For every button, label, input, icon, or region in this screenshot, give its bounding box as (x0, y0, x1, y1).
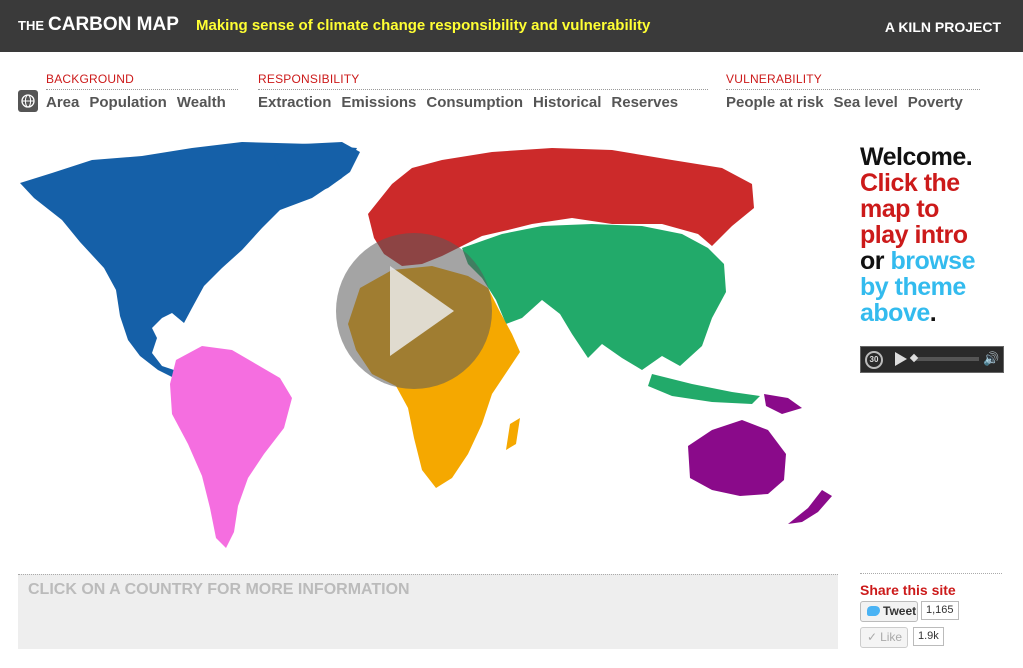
like-label: Like (880, 630, 903, 644)
region-se-asia-islands[interactable] (648, 374, 760, 404)
region-new-zealand[interactable] (788, 490, 832, 524)
browse-link[interactable]: browse (890, 247, 975, 275)
nav-item-people-at-risk[interactable]: People at risk (726, 94, 824, 111)
tweet-label: Tweet (883, 604, 917, 618)
nav-group-title: RESPONSIBILITY (258, 72, 360, 86)
nav-group-title: BACKGROUND (46, 72, 135, 86)
welcome-word-or: or (860, 247, 885, 275)
nav-item-sea-level[interactable]: Sea level (833, 94, 898, 111)
header-bar: THE CARBON MAP Making sense of climate ch… (0, 0, 1023, 52)
share-title: Share this site (860, 582, 956, 598)
region-europe-russia[interactable] (368, 148, 754, 266)
region-asia[interactable] (462, 224, 726, 370)
browse-link-end[interactable]: above (860, 299, 930, 327)
like-check-icon: ✓ (867, 630, 878, 644)
region-south-america[interactable] (170, 346, 292, 548)
rewind-30-icon[interactable]: 30 (865, 351, 883, 369)
nav-item-emissions[interactable]: Emissions (341, 94, 417, 111)
browse-link-cont[interactable]: by theme (860, 273, 966, 301)
play-icon (390, 266, 454, 356)
twitter-bird-icon (867, 606, 880, 616)
site-tagline: Making sense of climate change responsib… (196, 17, 651, 34)
globe-icon[interactable] (18, 90, 38, 112)
world-map[interactable] (12, 138, 842, 558)
nav-item-population[interactable]: Population (89, 94, 167, 111)
divider (258, 89, 708, 90)
welcome-line: play intro (860, 221, 968, 249)
like-count: 1.9k (913, 627, 944, 646)
welcome-line: Welcome. (860, 143, 973, 171)
play-intro-button[interactable] (336, 233, 492, 389)
nav-item-area[interactable]: Area (46, 94, 80, 111)
audio-progress-track[interactable] (913, 357, 979, 361)
info-prompt: CLICK ON A COUNTRY FOR MORE INFORMATION (28, 581, 410, 598)
period: . (929, 299, 937, 327)
divider (726, 89, 980, 90)
nav-item-poverty[interactable]: Poverty (907, 94, 963, 111)
like-button[interactable]: ✓ Like (860, 627, 908, 648)
nav-group-vulnerability: VULNERABILITY People at risk Sea level Pov… (726, 72, 980, 112)
region-new-guinea[interactable] (764, 394, 802, 414)
site-logo[interactable]: THE CARBON MAP (18, 14, 179, 36)
volume-icon[interactable]: 🔊 (983, 351, 1000, 366)
welcome-text: Welcome. Click the map to play intro or … (860, 144, 1020, 326)
nav-item-historical[interactable]: Historical (533, 94, 602, 111)
nav-item-reserves[interactable]: Reserves (611, 94, 679, 111)
nav-group-responsibility: RESPONSIBILITY Extraction Emissions Consum… (258, 72, 708, 112)
divider (860, 573, 1002, 574)
nav-item-consumption[interactable]: Consumption (426, 94, 524, 111)
kiln-project-link[interactable]: A KILN PROJECT (884, 19, 1001, 35)
region-greenland[interactable] (274, 142, 360, 196)
nav-group-background: BACKGROUND Area Population Wealth (46, 72, 238, 112)
audio-player: 30 🔊 (860, 346, 1004, 373)
nav-item-wealth[interactable]: Wealth (176, 94, 226, 111)
logo-the: THE (18, 18, 44, 33)
region-madagascar[interactable] (506, 418, 520, 450)
logo-title: CARBON MAP (48, 14, 179, 35)
nav-group-title: VULNERABILITY (726, 72, 822, 86)
tweet-count: 1,165 (921, 601, 959, 620)
welcome-line: map to (860, 195, 939, 223)
region-australia[interactable] (688, 420, 786, 496)
tweet-button[interactable]: Tweet (860, 601, 918, 622)
play-audio-icon[interactable] (895, 352, 907, 366)
country-info-panel: CLICK ON A COUNTRY FOR MORE INFORMATION (18, 574, 838, 649)
region-north-america[interactable] (20, 142, 357, 384)
nav-item-extraction[interactable]: Extraction (258, 94, 332, 111)
divider (46, 89, 238, 90)
welcome-line: Click the (860, 169, 960, 197)
